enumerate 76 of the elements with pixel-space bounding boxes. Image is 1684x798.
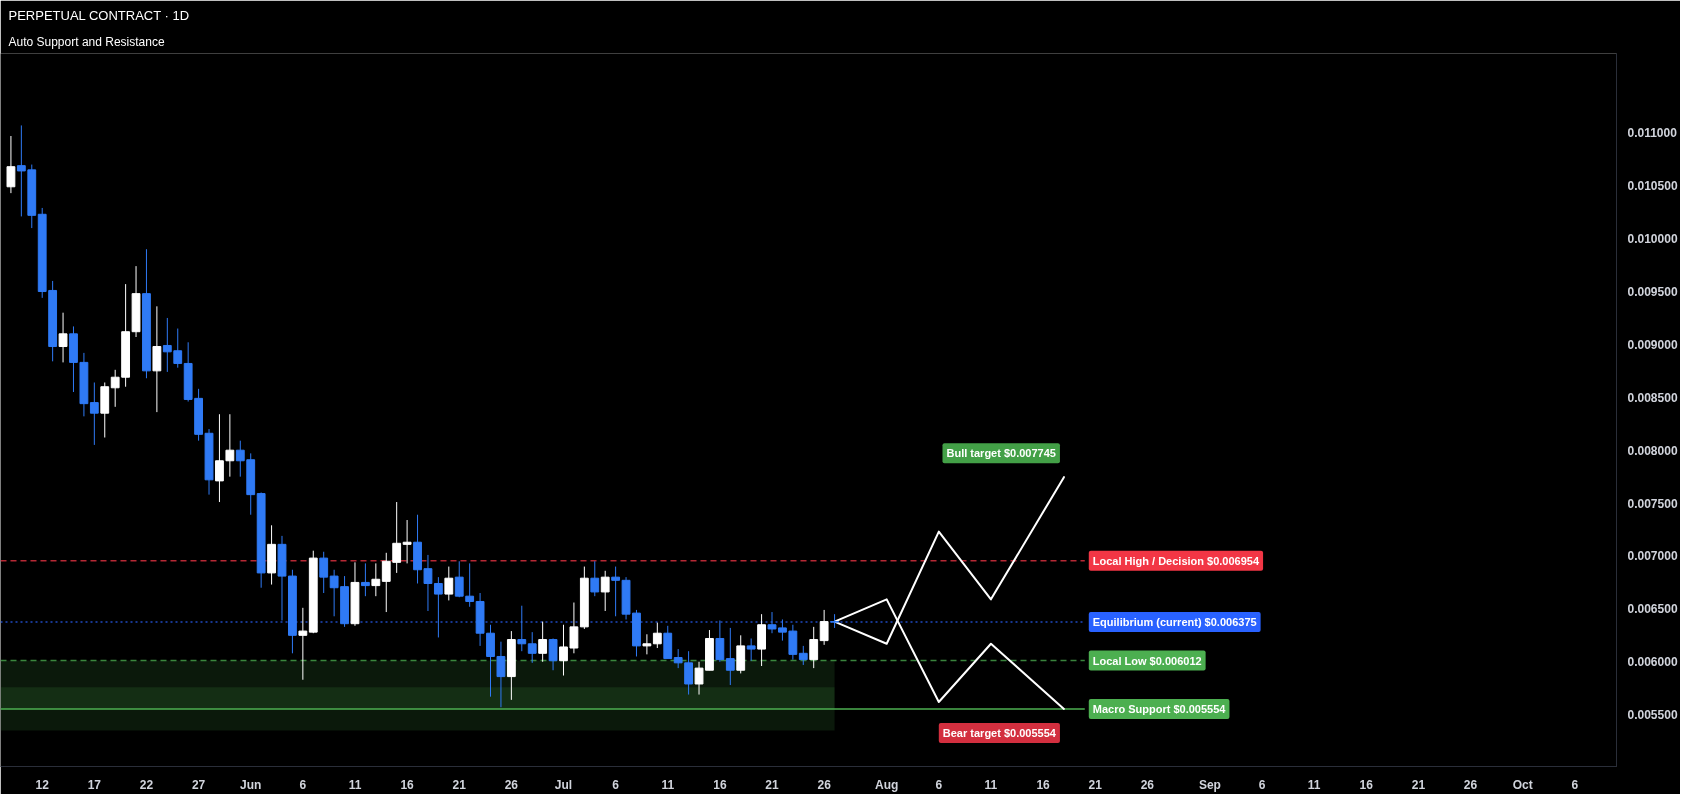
candlestick [371, 562, 381, 597]
x-tick-label: 26 [1463, 777, 1478, 792]
x-tick-label: 16 [1036, 777, 1051, 792]
x-tick-label: 6 [1571, 777, 1579, 792]
x-tick-label: Oct [1512, 777, 1533, 792]
candlestick [298, 607, 308, 681]
x-tick-label: 16 [400, 777, 415, 792]
ref-line-label: Local High / Decision $0.006954 [1092, 554, 1260, 567]
candlestick [444, 566, 454, 601]
x-tick-label: 22 [139, 777, 154, 792]
ref-line-label: Equilibrium (current) $0.006375 [1092, 616, 1257, 629]
candlestick [715, 620, 725, 663]
x-tick-label: 11 [661, 777, 675, 792]
chart-title: PERPETUAL CONTRACT · 1D [8, 7, 190, 23]
x-tick-label: Jun [240, 777, 262, 792]
candlestick [6, 135, 16, 194]
candlestick [527, 631, 537, 664]
candlestick [433, 576, 443, 638]
x-tick-label: 21 [765, 777, 780, 792]
annotation: Bear target $0.005554 [942, 726, 1057, 739]
y-tick-label: 0.010500 [1627, 179, 1678, 194]
y-tick-label: 0.008500 [1627, 390, 1678, 405]
candlestick [538, 621, 548, 663]
x-tick-label: Aug [875, 777, 899, 792]
x-tick-label: 6 [1258, 777, 1266, 792]
candlestick [89, 382, 99, 446]
x-tick-label: 6 [299, 777, 307, 792]
x-tick-label: 16 [713, 777, 727, 792]
x-tick-label: 11 [984, 777, 998, 792]
y-tick-label: 0.007500 [1627, 496, 1678, 511]
x-tick-label: 12 [35, 777, 50, 792]
x-tick-label: 16 [1359, 777, 1374, 792]
x-tick-label: 26 [817, 777, 832, 792]
x-tick-label: 27 [191, 777, 206, 792]
y-tick-label: 0.010000 [1627, 232, 1678, 247]
x-tick-label: 6 [612, 777, 620, 792]
candlestick [454, 560, 464, 598]
x-tick-label: 11 [348, 777, 362, 792]
candlestick [402, 519, 412, 564]
y-tick-label: 0.006000 [1627, 655, 1678, 670]
x-tick-label: Jul [554, 777, 573, 792]
candlestick [465, 562, 475, 608]
y-tick-label: 0.009500 [1627, 285, 1678, 300]
x-tick-label: 21 [1088, 777, 1103, 792]
candlestick [58, 312, 68, 363]
candlestick [746, 638, 756, 662]
candlestick [652, 622, 662, 649]
ref-line-label: Macro Support $0.005554 [1092, 702, 1227, 715]
y-tick-label: 0.011000 [1627, 126, 1678, 141]
candlestick [600, 570, 610, 612]
candlestick [517, 605, 527, 652]
x-tick-label: 21 [1411, 777, 1426, 792]
annotation: Bull target $0.007745 [946, 447, 1056, 460]
candlestick [725, 627, 735, 686]
y-tick-label: 0.008000 [1627, 443, 1678, 458]
x-tick-label: Sep [1198, 777, 1221, 792]
y-tick-label: 0.007000 [1627, 549, 1678, 564]
x-tick-label: 21 [452, 777, 467, 792]
candlestick [548, 638, 558, 671]
candlestick [809, 626, 819, 669]
y-tick-label: 0.006500 [1627, 602, 1678, 617]
candlestick [590, 560, 600, 597]
candlestick [798, 645, 808, 666]
candlestick [642, 633, 652, 655]
x-tick-label: 6 [935, 777, 943, 792]
candlestick [819, 609, 829, 646]
ref-line-label: Local Low $0.006012 [1092, 654, 1202, 667]
x-tick-label: 17 [87, 777, 102, 792]
x-tick-label: 11 [1307, 777, 1321, 792]
x-tick-label: 26 [1140, 777, 1155, 792]
candlestick [319, 551, 329, 594]
candlestick [360, 562, 370, 597]
x-tick-label: 26 [504, 777, 519, 792]
y-tick-label: 0.009000 [1627, 337, 1678, 352]
y-tick-label: 0.005500 [1627, 708, 1678, 723]
chart-subtitle: Auto Support and Resistance [8, 34, 165, 49]
